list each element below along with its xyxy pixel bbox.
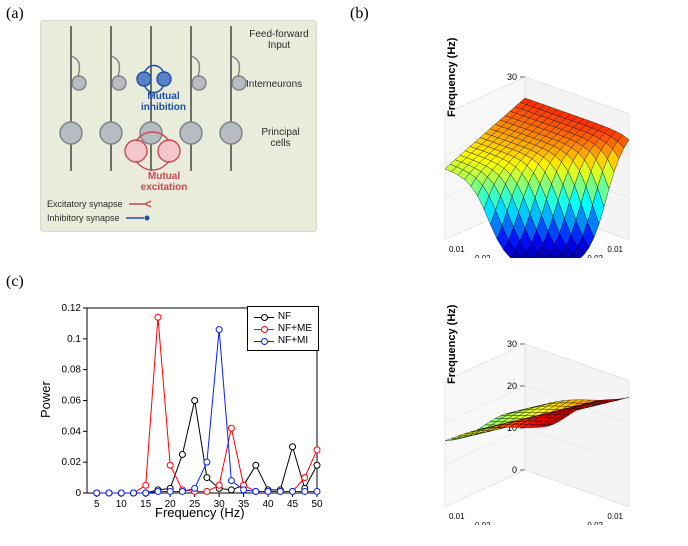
svg-text:0.02: 0.02 [475, 254, 491, 258]
label-mutual-inhibition: Mutual inhibition [136, 91, 191, 113]
svg-text:Frequency (Hz): Frequency (Hz) [446, 37, 458, 117]
svg-text:45: 45 [287, 499, 299, 510]
svg-text:0.02: 0.02 [587, 521, 603, 525]
surface-top: 01020300.010.010.020.020.030.030.040.040… [380, 28, 670, 258]
svg-text:0.01: 0.01 [449, 245, 465, 254]
panel-label-c: (c) [6, 273, 24, 291]
panel-c-xlabel: Frequency (Hz) [155, 505, 245, 520]
panel-c-ylabel: Power [38, 381, 53, 418]
svg-text:0: 0 [75, 488, 81, 499]
svg-text:50: 50 [311, 499, 323, 510]
panel-label-a: (a) [6, 5, 24, 23]
svg-text:0.01: 0.01 [449, 512, 465, 521]
svg-text:5: 5 [94, 499, 100, 510]
caption-principal: Principal cells [253, 127, 308, 149]
svg-text:15: 15 [140, 499, 152, 510]
svg-text:0.02: 0.02 [475, 521, 491, 525]
surface-bottom: 01020300.010.010.020.020.030.030.040.040… [380, 295, 670, 525]
panel-label-b: (b) [350, 5, 369, 23]
svg-text:40: 40 [263, 499, 275, 510]
svg-text:0.02: 0.02 [587, 254, 603, 258]
legend-inhibitory: Inhibitory synapse [47, 213, 152, 223]
panel-a-schematic: Feed-forward Input Interneurons Principa… [40, 20, 317, 232]
svg-text:30: 30 [507, 72, 517, 82]
svg-text:10: 10 [116, 499, 128, 510]
svg-text:0.01: 0.01 [607, 512, 623, 521]
svg-text:0.12: 0.12 [62, 303, 82, 314]
svg-text:0.08: 0.08 [62, 365, 82, 376]
svg-text:0.01: 0.01 [607, 245, 623, 254]
svg-text:0.04: 0.04 [62, 426, 82, 437]
svg-text:20: 20 [507, 381, 517, 391]
legend-excitatory: Excitatory synapse [47, 199, 155, 209]
panel-c-chart: 510152025303540455000.020.040.060.080.10… [45, 300, 325, 525]
panel-c-legend: NFNF+MENF+MI [247, 306, 319, 351]
svg-text:Frequency (Hz): Frequency (Hz) [446, 304, 458, 384]
svg-text:30: 30 [507, 339, 517, 349]
svg-text:0.1: 0.1 [67, 334, 81, 345]
svg-text:0.06: 0.06 [62, 396, 82, 407]
label-mutual-excitation: Mutual excitation [134, 171, 194, 193]
caption-interneurons: Interneurons [246, 79, 302, 90]
caption-feedforward: Feed-forward Input [244, 29, 314, 51]
svg-text:0.02: 0.02 [62, 457, 82, 468]
svg-text:0: 0 [512, 465, 517, 475]
